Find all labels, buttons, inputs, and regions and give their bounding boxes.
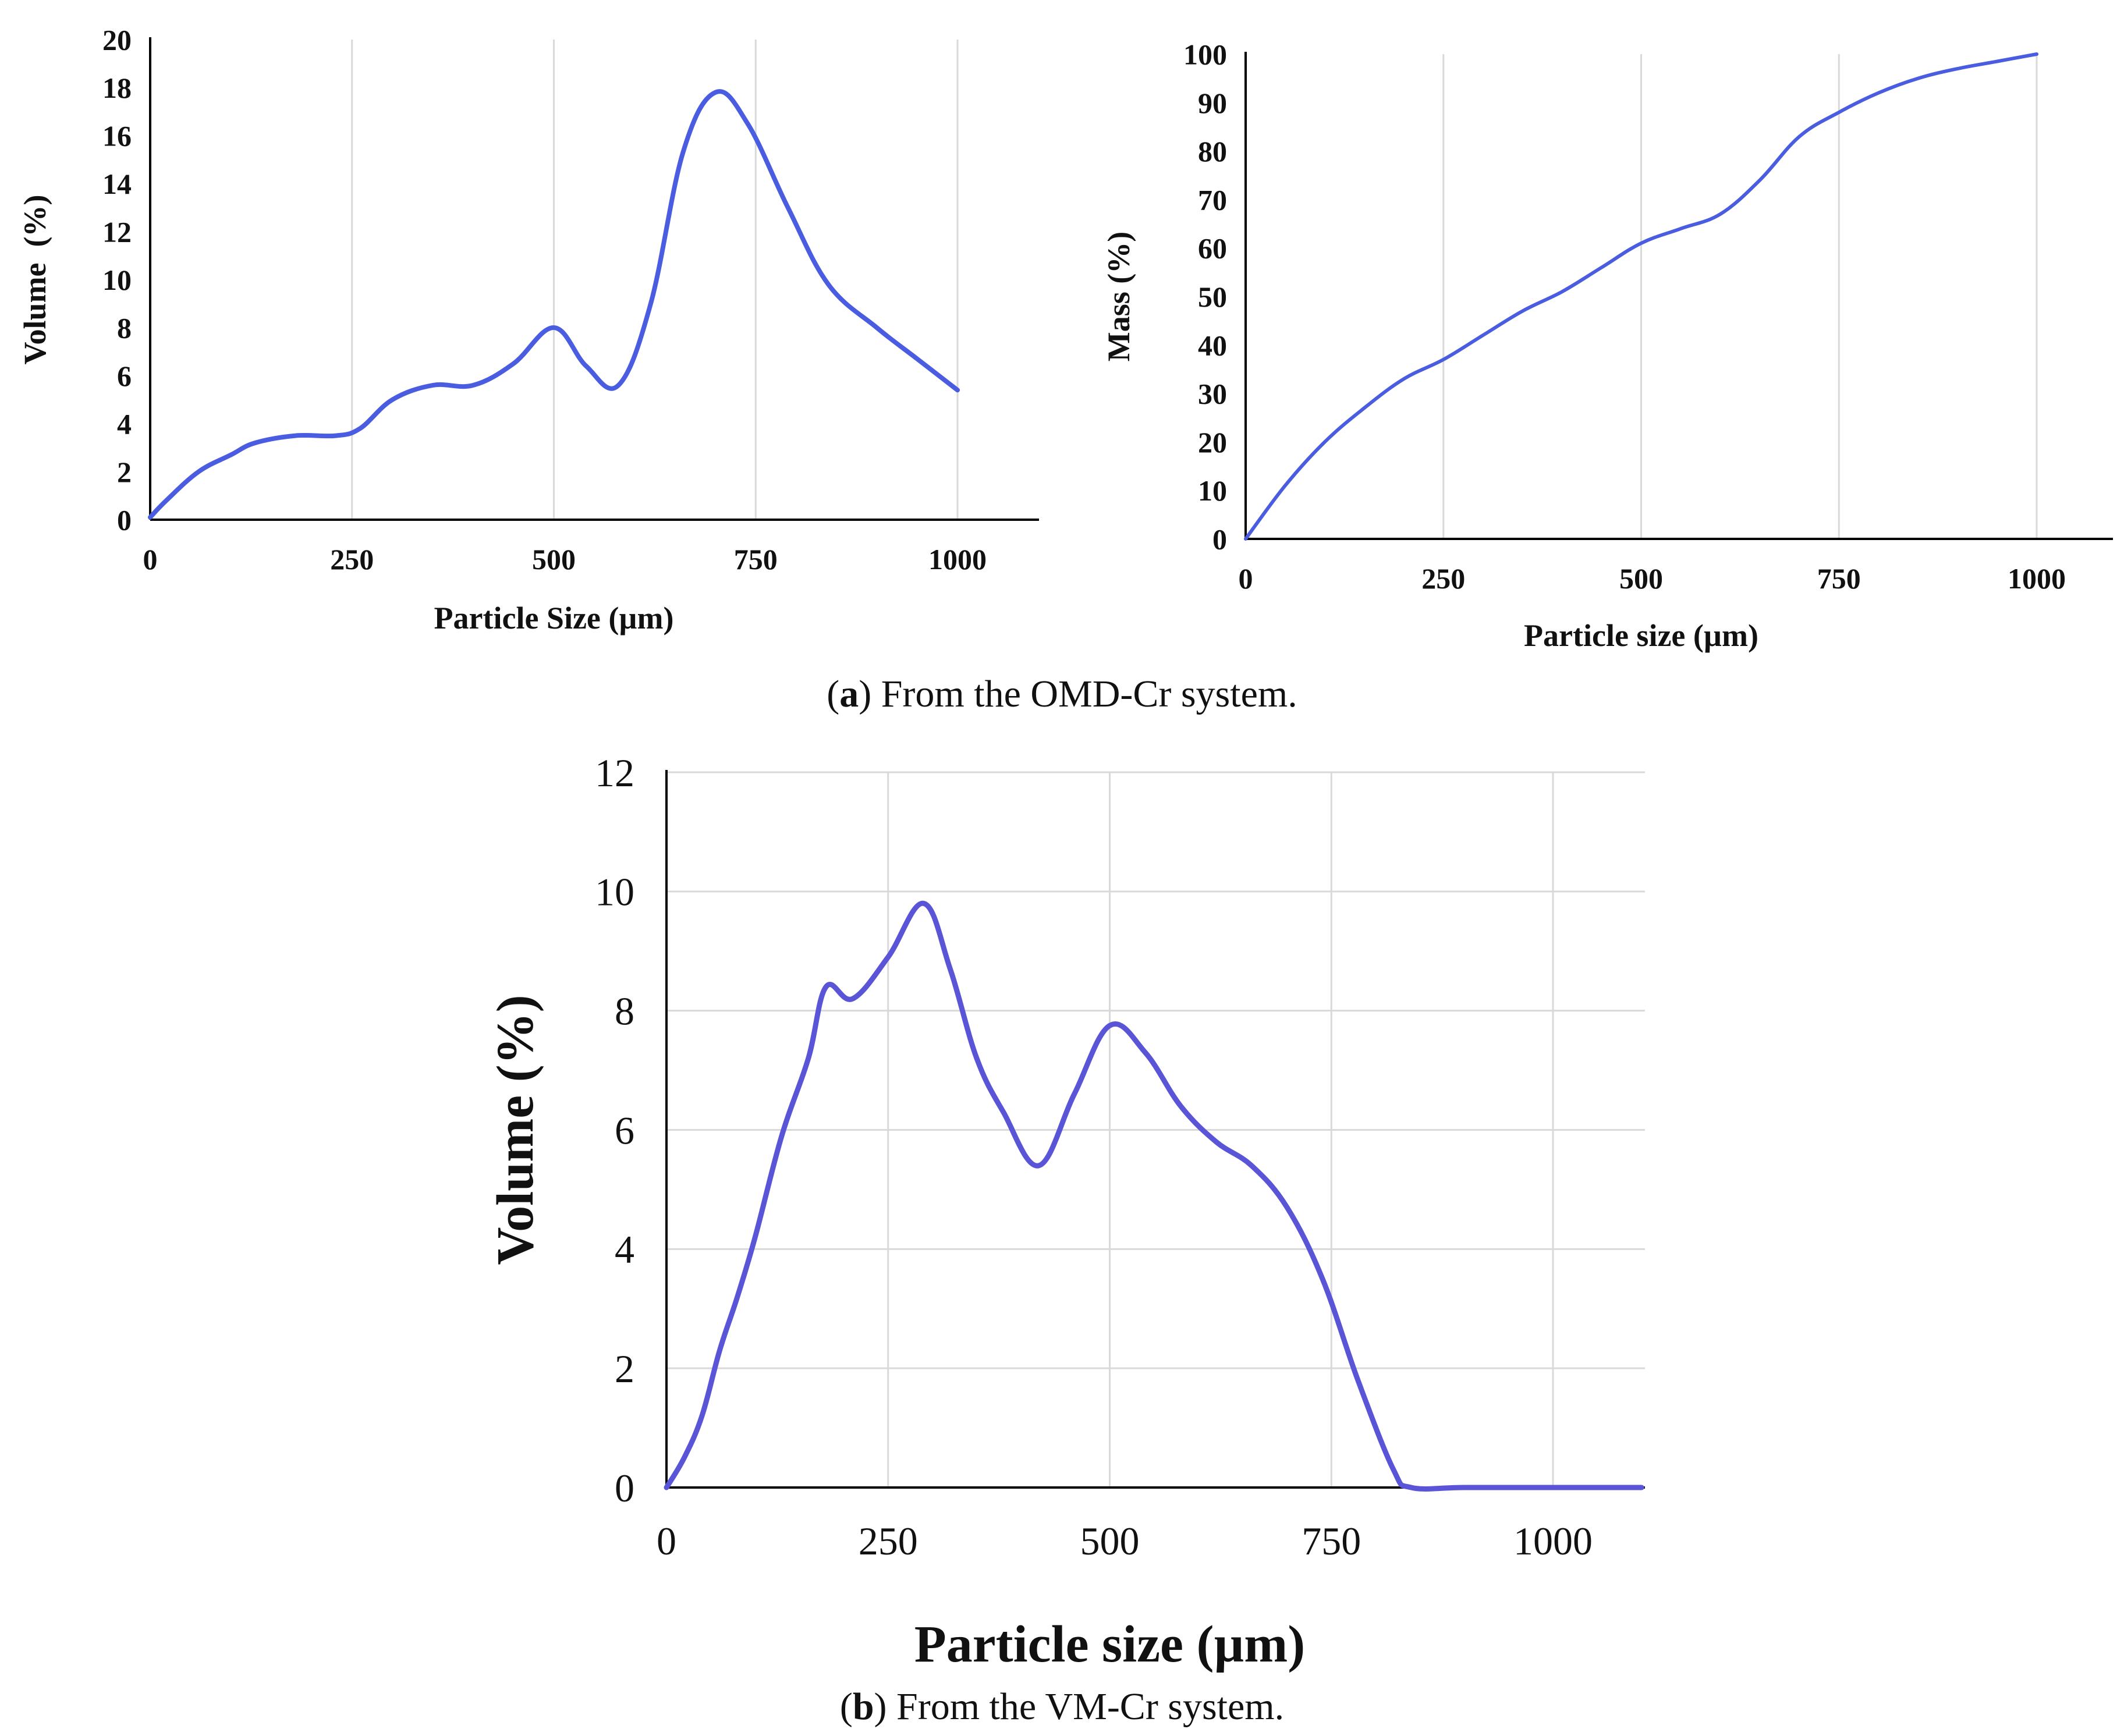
caption-b-text: ) From the VM-Cr system.	[874, 1685, 1285, 1728]
y-tick-label: 18	[102, 72, 132, 104]
x-tick-label: 0	[657, 1519, 676, 1563]
y-tick-label: 2	[117, 456, 132, 488]
data-point	[781, 1135, 782, 1136]
x-tick-label: 500	[532, 543, 576, 576]
data-point	[1074, 1094, 1075, 1095]
data-point	[1145, 1052, 1146, 1053]
caption-a: (a) From the OMD-Cr system.	[827, 673, 1297, 715]
y-tick-label: 80	[1198, 135, 1227, 168]
x-tick-label: 250	[1421, 562, 1465, 595]
x-tick-label: 750	[1302, 1519, 1361, 1563]
x-tick-label: 750	[734, 543, 778, 576]
x-tick-label: 1000	[1513, 1519, 1593, 1563]
data-point	[1038, 1165, 1039, 1166]
chart-a2: 0 250 500 750 1000 0 10 20 30 40 50 60 70 80 90 100 Part…	[1101, 38, 2113, 653]
y-tick-label: 4	[117, 408, 132, 441]
y-tick-label: 4	[615, 1227, 634, 1272]
data-point	[719, 1350, 720, 1351]
x-tick-label: 250	[859, 1519, 918, 1563]
data-point	[1997, 61, 1998, 62]
data-point	[1799, 136, 1800, 137]
caption-a-text: ) From the OMD-Cr system.	[859, 673, 1297, 715]
chart-b: 0 250 500 750 1000 0 2 4 6 8 10 12 Particle size (µm…	[487, 751, 1645, 1673]
data-point	[1109, 1025, 1110, 1026]
data-point	[1918, 78, 1919, 79]
y-tick-label: 50	[1198, 281, 1227, 313]
data-point	[1216, 1141, 1217, 1142]
data-point	[950, 968, 951, 969]
data-point	[1601, 267, 1602, 268]
y-tick-label: 0	[615, 1466, 634, 1510]
y-tick-label: 40	[1198, 329, 1227, 361]
x-tick-label: 500	[1080, 1519, 1140, 1563]
y-tick-label: 14	[102, 168, 132, 200]
y-axis-label: Volume (%)	[487, 995, 544, 1265]
caption-a-letter: a	[839, 673, 859, 715]
x-tick-label: 0	[1239, 562, 1253, 595]
data-point	[1443, 359, 1444, 360]
y-tick-label: 100	[1183, 38, 1227, 71]
y-tick-label: 8	[615, 989, 634, 1033]
data-point	[747, 123, 748, 124]
y-tick-label: 70	[1198, 183, 1227, 216]
x-tick-label: 500	[1619, 562, 1663, 595]
data-point	[1287, 1207, 1288, 1208]
caption-b: (b) From the VM-Cr system.	[839, 1685, 1285, 1728]
data-point	[828, 284, 829, 285]
series-line	[148, 89, 960, 520]
y-tick-label: 10	[595, 870, 634, 914]
data-point	[513, 363, 514, 364]
y-tick-label: 6	[117, 360, 132, 392]
series-line	[664, 900, 1644, 1492]
data-point	[1251, 1165, 1252, 1166]
y-axis-label: Volume (%)	[17, 195, 52, 365]
data-point	[392, 399, 393, 400]
data-point	[808, 1058, 809, 1059]
x-axis-label: Particle size (µm)	[914, 1616, 1305, 1673]
caption-b-letter: b	[852, 1685, 874, 1728]
y-tick-label: 16	[102, 120, 132, 152]
y-tick-label: 12	[102, 216, 132, 248]
y-tick-label: 10	[1198, 474, 1227, 507]
y-tick-label: 20	[1198, 426, 1227, 459]
y-axis-label: Mass (%)	[1101, 232, 1136, 361]
data-point	[618, 385, 619, 386]
y-tick-label: 30	[1198, 378, 1227, 410]
series-line	[1244, 52, 2038, 541]
data-point	[826, 986, 827, 987]
x-axis-label: Particle size (µm)	[1524, 618, 1758, 653]
data-point	[684, 1457, 685, 1458]
y-tick-label: 0	[1212, 523, 1227, 556]
y-tick-label: 0	[117, 504, 132, 537]
x-tick-label: 1000	[2008, 562, 2066, 595]
x-axis-label: Particle Size (µm)	[434, 601, 674, 636]
data-point	[198, 471, 199, 472]
data-point	[701, 1416, 702, 1417]
y-tick-label: 20	[102, 24, 132, 56]
y-tick-label: 12	[595, 751, 634, 795]
x-tick-label: 750	[1817, 562, 1861, 595]
y-tick-label: 8	[117, 312, 132, 345]
y-tick-label: 90	[1198, 87, 1227, 119]
y-tick-label: 10	[102, 264, 132, 296]
x-tick-label: 0	[143, 543, 158, 576]
chart-a1: 0 250 500 750 1000 0 2 4 6 8 10 12 14 16 18 20 Particle …	[17, 24, 1039, 636]
y-tick-label: 60	[1198, 232, 1227, 265]
y-tick-label: 2	[615, 1347, 634, 1391]
data-point	[1680, 228, 1681, 229]
data-point	[295, 435, 296, 436]
y-tick-label: 6	[615, 1108, 634, 1152]
x-tick-label: 250	[330, 543, 374, 576]
data-point	[923, 903, 924, 904]
x-tick-label: 1000	[928, 543, 987, 576]
data-point	[650, 303, 651, 304]
data-point	[432, 385, 433, 386]
